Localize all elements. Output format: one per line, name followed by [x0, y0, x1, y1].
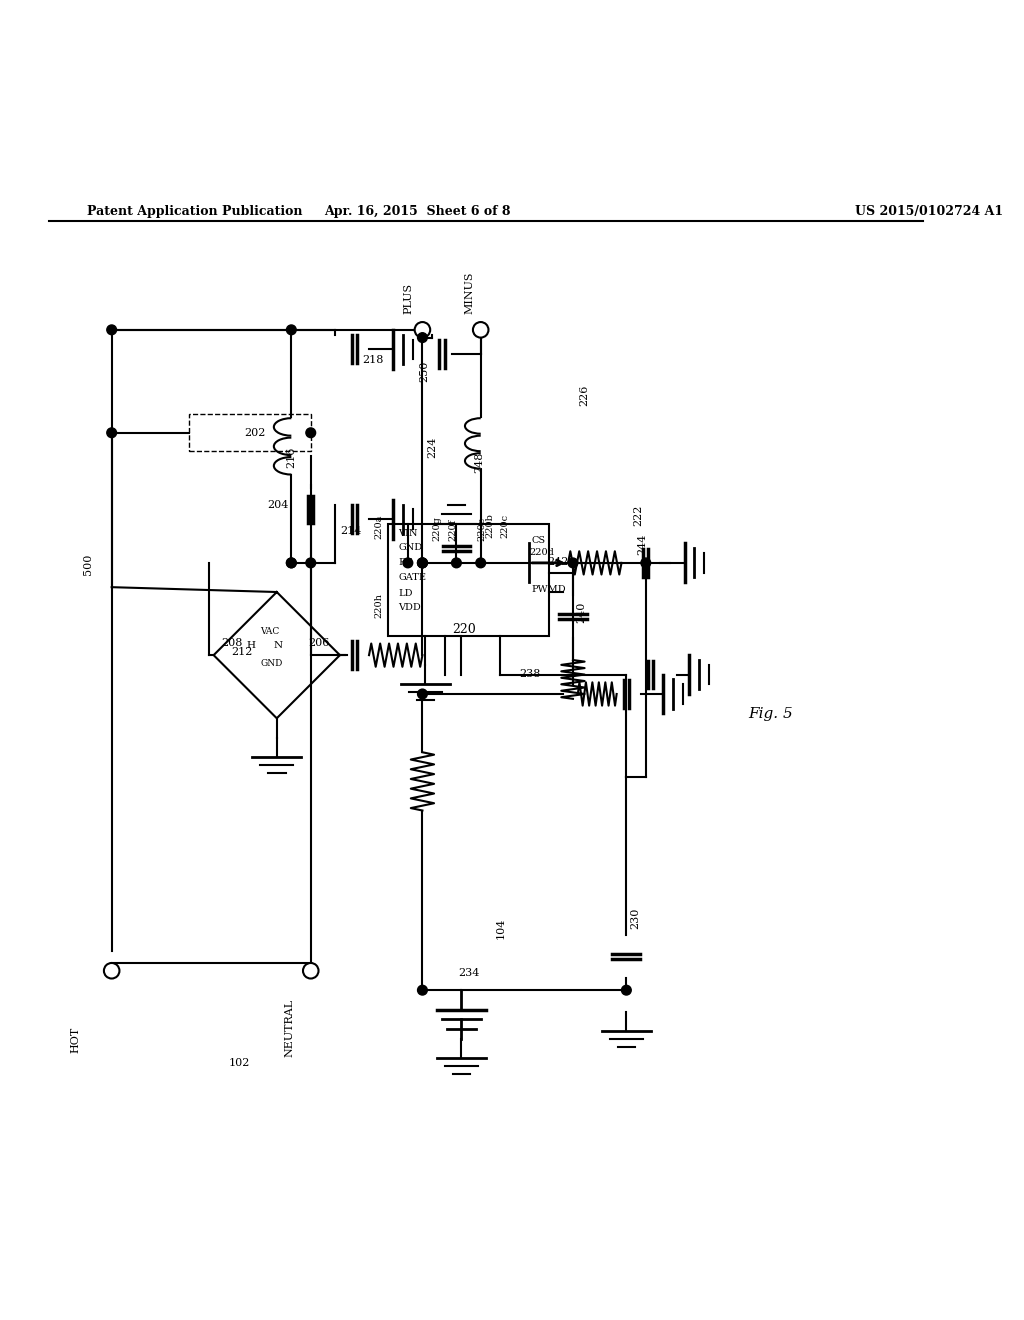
Text: 222: 222 — [633, 504, 643, 527]
Circle shape — [306, 558, 315, 568]
Circle shape — [287, 325, 296, 335]
Circle shape — [418, 558, 427, 568]
Text: 226: 226 — [579, 384, 589, 405]
Text: US 2015/0102724 A1: US 2015/0102724 A1 — [855, 205, 1002, 218]
Text: 214: 214 — [340, 525, 361, 536]
Circle shape — [452, 558, 461, 568]
Text: VAC: VAC — [260, 627, 280, 636]
Text: 204: 204 — [267, 499, 289, 510]
Circle shape — [473, 322, 488, 338]
Circle shape — [106, 325, 117, 335]
Text: VIN: VIN — [398, 529, 418, 537]
Circle shape — [622, 985, 631, 995]
Text: 220e: 220e — [478, 516, 486, 541]
Text: 248: 248 — [474, 451, 484, 473]
Circle shape — [303, 964, 318, 978]
Text: 220: 220 — [453, 623, 476, 636]
Text: 218: 218 — [362, 355, 384, 364]
Circle shape — [641, 558, 650, 568]
Text: 220g: 220g — [432, 516, 441, 541]
Text: 250: 250 — [420, 360, 429, 383]
Text: 220c: 220c — [500, 513, 509, 537]
Text: CS: CS — [531, 536, 546, 545]
Text: RT: RT — [398, 558, 412, 566]
Text: MINUS: MINUS — [464, 272, 474, 314]
Text: 242: 242 — [548, 557, 569, 566]
Circle shape — [418, 689, 427, 698]
Text: N: N — [273, 642, 283, 651]
Text: H: H — [247, 642, 256, 651]
Text: NEUTRAL: NEUTRAL — [285, 999, 295, 1057]
Text: 104: 104 — [496, 917, 505, 939]
Text: GND: GND — [260, 659, 283, 668]
Text: 244: 244 — [637, 533, 647, 556]
Text: 240: 240 — [575, 602, 586, 623]
Text: 102: 102 — [228, 1057, 250, 1068]
Text: HOT: HOT — [71, 1027, 81, 1053]
Text: 220b: 220b — [485, 513, 495, 537]
Text: 220a: 220a — [375, 515, 384, 539]
Bar — [388, 524, 549, 636]
Circle shape — [418, 558, 427, 568]
Text: 230: 230 — [630, 908, 640, 929]
Text: Fig. 5: Fig. 5 — [748, 708, 793, 721]
Circle shape — [306, 428, 315, 438]
Circle shape — [418, 985, 427, 995]
Circle shape — [287, 558, 296, 568]
Text: 234: 234 — [459, 968, 479, 978]
Circle shape — [418, 558, 427, 568]
Circle shape — [287, 558, 296, 568]
Circle shape — [106, 428, 117, 438]
Circle shape — [103, 964, 120, 978]
Text: 220d: 220d — [529, 548, 554, 557]
Circle shape — [476, 558, 485, 568]
Text: GATE: GATE — [398, 573, 426, 582]
Circle shape — [415, 322, 430, 338]
Text: 202: 202 — [245, 428, 266, 438]
Text: 224: 224 — [427, 437, 437, 458]
Text: 212: 212 — [231, 647, 253, 657]
Text: VDD: VDD — [398, 603, 421, 612]
Text: PWMD: PWMD — [531, 585, 566, 594]
Text: 238: 238 — [519, 668, 541, 678]
Text: 206: 206 — [308, 639, 329, 648]
Text: 500: 500 — [83, 553, 92, 574]
Text: 208: 208 — [221, 639, 243, 648]
Text: Apr. 16, 2015  Sheet 6 of 8: Apr. 16, 2015 Sheet 6 of 8 — [325, 205, 511, 218]
Text: 220h: 220h — [375, 594, 384, 618]
Text: 220f: 220f — [449, 519, 458, 541]
Circle shape — [418, 333, 427, 342]
Text: 216: 216 — [287, 446, 297, 467]
Circle shape — [403, 558, 413, 568]
Text: PLUS: PLUS — [403, 284, 413, 314]
Text: LD: LD — [398, 589, 413, 598]
Circle shape — [568, 558, 578, 568]
Bar — [189, 414, 310, 451]
Text: GND: GND — [398, 544, 422, 552]
Text: Patent Application Publication: Patent Application Publication — [87, 205, 303, 218]
